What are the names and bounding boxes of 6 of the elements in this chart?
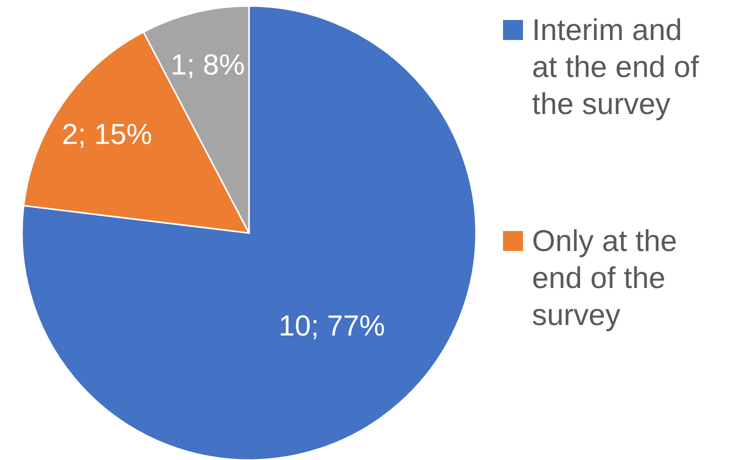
data-label: 10; 77% <box>278 310 385 342</box>
legend-label: Interim and at the end of the survey <box>532 14 700 120</box>
pie-slice <box>21 5 477 460</box>
data-label: 1; 8% <box>170 49 245 82</box>
data-label: 2; 15% <box>62 118 152 151</box>
legend-label: Only at the end of the survey <box>532 224 678 332</box>
